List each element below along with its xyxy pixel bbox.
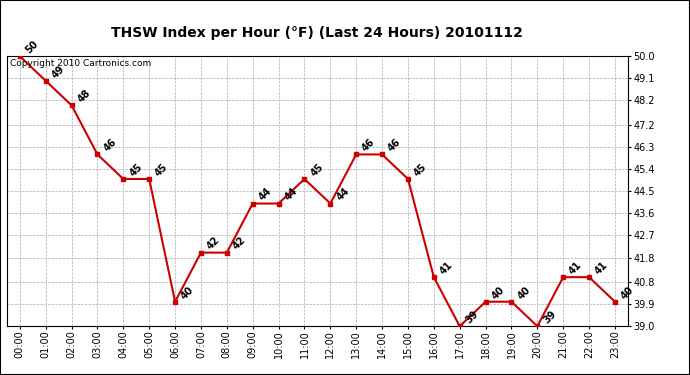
Text: 46: 46 — [386, 137, 403, 154]
Text: 40: 40 — [490, 284, 506, 301]
Text: 39: 39 — [542, 309, 558, 326]
Text: 41: 41 — [438, 260, 455, 276]
Text: Copyright 2010 Cartronics.com: Copyright 2010 Cartronics.com — [10, 59, 151, 68]
Text: 48: 48 — [76, 88, 92, 105]
Text: 42: 42 — [205, 235, 221, 252]
Text: THSW Index per Hour (°F) (Last 24 Hours) 20101112: THSW Index per Hour (°F) (Last 24 Hours)… — [112, 26, 523, 40]
Text: 41: 41 — [567, 260, 584, 276]
Text: 40: 40 — [179, 284, 196, 301]
Text: 40: 40 — [515, 284, 532, 301]
Text: 44: 44 — [283, 186, 299, 203]
Text: 46: 46 — [101, 137, 118, 154]
Text: 45: 45 — [308, 162, 325, 178]
Text: 41: 41 — [593, 260, 610, 276]
Text: 49: 49 — [50, 63, 66, 80]
Text: 45: 45 — [128, 162, 144, 178]
Text: 42: 42 — [231, 235, 248, 252]
Text: 39: 39 — [464, 309, 480, 326]
Text: 46: 46 — [360, 137, 377, 154]
Text: 50: 50 — [24, 39, 41, 56]
Text: 44: 44 — [335, 186, 351, 203]
Text: 44: 44 — [257, 186, 273, 203]
Text: 40: 40 — [619, 284, 635, 301]
Text: 45: 45 — [153, 162, 170, 178]
Text: 45: 45 — [412, 162, 428, 178]
